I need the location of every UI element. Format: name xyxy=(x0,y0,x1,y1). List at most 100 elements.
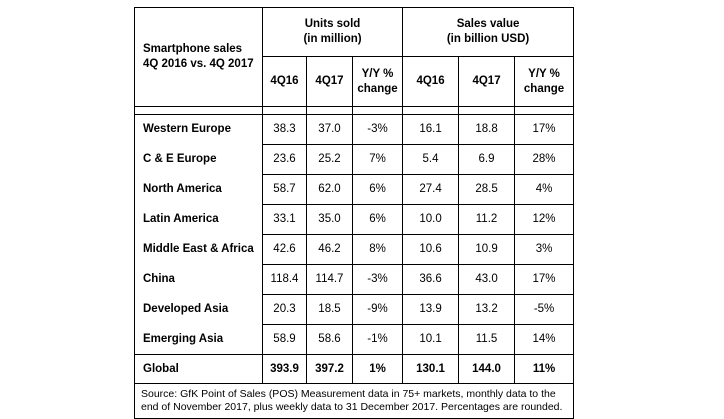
units-4q17-cell: 397.2 xyxy=(306,354,353,384)
title-line-2: 4Q 2016 vs. 4Q 2017 xyxy=(143,58,254,70)
title-line-1: Smartphone sales xyxy=(143,43,243,55)
units-4q16-cell: 20.3 xyxy=(262,294,307,325)
spacer-cell xyxy=(262,106,307,115)
value-yy-cell: 17% xyxy=(514,264,575,295)
table-row: Latin America 33.1 35.0 6% 10.0 11.2 12% xyxy=(134,204,632,235)
source-note: Source: GfK Point of Sales (POS) Measure… xyxy=(133,383,575,419)
col-header-units-4q16: 4Q16 xyxy=(262,56,307,107)
group-units-line1: Units sold xyxy=(304,18,361,30)
group-header-value: Sales value (in billion USD) xyxy=(402,7,575,57)
value-4q17-cell: 10.9 xyxy=(458,234,516,265)
value-4q17-cell: 144.0 xyxy=(458,354,516,384)
value-yy-cell: 4% xyxy=(514,174,575,205)
units-4q17-cell: 18.5 xyxy=(306,294,353,325)
units-4q17-cell: 46.2 xyxy=(306,234,353,265)
region-label: Emerging Asia xyxy=(134,324,263,355)
table-row: Emerging Asia 58.9 58.6 -1% 10.1 11.5 14% xyxy=(134,324,632,355)
units-4q16-cell: 23.6 xyxy=(262,144,307,175)
table-row: Western Europe 38.3 37.0 -3% 16.1 18.8 17% xyxy=(134,114,632,145)
region-label: North America xyxy=(134,174,263,205)
table-row: North America 58.7 62.0 6% 27.4 28.5 4% xyxy=(134,174,632,205)
units-4q17-cell: 62.0 xyxy=(306,174,353,205)
value-yy-cell: -5% xyxy=(514,294,575,325)
col-header-value-4q17: 4Q17 xyxy=(458,56,516,107)
table-row: C & E Europe 23.6 25.2 7% 5.4 6.9 28% xyxy=(134,144,632,175)
value-4q16-cell: 10.6 xyxy=(402,234,460,265)
spacer-cell xyxy=(351,106,404,115)
region-label: Developed Asia xyxy=(134,294,263,325)
value-yy-line1: Y/Y % xyxy=(528,67,560,80)
value-4q16-cell: 10.0 xyxy=(402,204,460,235)
value-4q16-cell: 13.9 xyxy=(402,294,460,325)
value-4q17-cell: 13.2 xyxy=(458,294,516,325)
value-yy-cell: 17% xyxy=(514,114,575,145)
region-label: Latin America xyxy=(134,204,263,235)
value-4q17-cell: 11.5 xyxy=(458,324,516,355)
spacer-cell xyxy=(458,106,516,115)
source-line-2: end of November 2017, plus weekly data t… xyxy=(141,401,563,413)
units-yy-cell: -3% xyxy=(351,264,404,295)
units-yy-cell: 6% xyxy=(351,204,404,235)
col-header-units-4q17: 4Q17 xyxy=(306,56,353,107)
spacer-cell xyxy=(306,106,353,115)
value-yy-cell: 14% xyxy=(514,324,575,355)
col-header-value-yy: Y/Y % change xyxy=(514,56,575,107)
spacer-cell xyxy=(134,106,263,115)
region-label: Western Europe xyxy=(134,114,263,145)
table-row: Middle East & Africa 42.6 46.2 8% 10.6 10.9 3% xyxy=(134,234,632,265)
units-4q17-cell: 114.7 xyxy=(306,264,353,295)
units-yy-line2: change xyxy=(357,82,398,95)
value-4q16-cell: 5.4 xyxy=(402,144,460,175)
units-4q16-cell: 118.4 xyxy=(262,264,307,295)
table-row: China 118.4 114.7 -3% 36.6 43.0 17% xyxy=(134,264,632,295)
units-4q16-cell: 42.6 xyxy=(262,234,307,265)
value-4q16-cell: 130.1 xyxy=(402,354,460,384)
units-4q16-cell: 33.1 xyxy=(262,204,307,235)
units-yy-cell: -1% xyxy=(351,324,404,355)
value-4q17-cell: 6.9 xyxy=(458,144,516,175)
value-yy-cell: 12% xyxy=(514,204,575,235)
units-4q16-cell: 58.7 xyxy=(262,174,307,205)
value-yy-line2: change xyxy=(523,82,565,95)
units-4q16-cell: 393.9 xyxy=(262,354,307,384)
units-yy-cell: -3% xyxy=(351,114,404,145)
region-label: China xyxy=(134,264,263,295)
value-4q16-cell: 27.4 xyxy=(402,174,460,205)
value-yy-cell: 28% xyxy=(514,144,575,175)
group-units-line2: (in million) xyxy=(303,33,362,45)
value-yy-cell: 11% xyxy=(514,354,575,384)
value-4q16-cell: 10.1 xyxy=(402,324,460,355)
spacer-cell xyxy=(514,106,575,115)
value-4q16-cell: 16.1 xyxy=(402,114,460,145)
value-4q17-cell: 18.8 xyxy=(458,114,516,145)
units-yy-cell: 7% xyxy=(351,144,404,175)
value-4q17-cell: 11.2 xyxy=(458,204,516,235)
units-yy-cell: 1% xyxy=(351,354,404,384)
units-yy-cell: 8% xyxy=(351,234,404,265)
units-yy-cell: 6% xyxy=(351,174,404,205)
region-label: Global xyxy=(134,354,263,384)
spacer-cell xyxy=(402,106,460,115)
units-4q17-cell: 58.6 xyxy=(306,324,353,355)
col-header-value-4q16: 4Q16 xyxy=(402,56,460,107)
value-4q17-cell: 43.0 xyxy=(458,264,516,295)
region-label: Middle East & Africa xyxy=(134,234,263,265)
table-title: Smartphone sales 4Q 2016 vs. 4Q 2017 xyxy=(134,7,263,107)
units-4q17-cell: 37.0 xyxy=(306,114,353,145)
value-4q17-cell: 28.5 xyxy=(458,174,516,205)
table-row: Developed Asia 20.3 18.5 -9% 13.9 13.2 -5% xyxy=(134,294,632,325)
units-yy-line1: Y/Y % xyxy=(361,67,394,80)
global-row: Global 393.9 397.2 1% 130.1 144.0 11% xyxy=(134,354,632,384)
units-yy-cell: -9% xyxy=(351,294,404,325)
region-label: C & E Europe xyxy=(134,144,263,175)
group-header-units: Units sold (in million) xyxy=(261,7,404,57)
group-value-line1: Sales value xyxy=(456,18,520,30)
source-line-1: Source: GfK Point of Sales (POS) Measure… xyxy=(141,388,556,400)
smartphone-sales-table: Smartphone sales 4Q 2016 vs. 4Q 2017 Uni… xyxy=(133,7,632,419)
group-value-line2: (in billion USD) xyxy=(446,33,530,45)
units-4q17-cell: 25.2 xyxy=(306,144,353,175)
value-yy-cell: 3% xyxy=(514,234,575,265)
units-4q16-cell: 38.3 xyxy=(262,114,307,145)
units-4q17-cell: 35.0 xyxy=(306,204,353,235)
col-header-units-yy: Y/Y % change xyxy=(351,56,404,107)
